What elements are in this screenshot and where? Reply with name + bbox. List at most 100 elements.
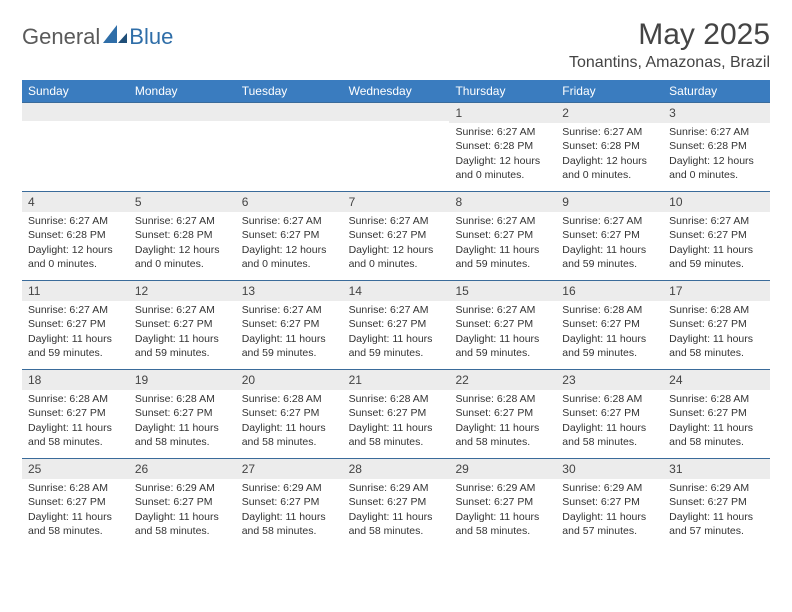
day-number: 19 [129, 370, 236, 390]
sunrise-text: Sunrise: 6:28 AM [242, 392, 337, 406]
calendar-day: 23Sunrise: 6:28 AMSunset: 6:27 PMDayligh… [556, 370, 663, 458]
daylight-text: Daylight: 11 hours and 59 minutes. [669, 243, 764, 271]
calendar-day: 25Sunrise: 6:28 AMSunset: 6:27 PMDayligh… [22, 459, 129, 547]
calendar-day: 7Sunrise: 6:27 AMSunset: 6:27 PMDaylight… [343, 192, 450, 280]
day-number: 18 [22, 370, 129, 390]
sunrise-text: Sunrise: 6:29 AM [669, 481, 764, 495]
location-subtitle: Tonantins, Amazonas, Brazil [569, 54, 770, 72]
calendar-day: 12Sunrise: 6:27 AMSunset: 6:27 PMDayligh… [129, 281, 236, 369]
daylight-text: Daylight: 11 hours and 58 minutes. [242, 510, 337, 538]
sunset-text: Sunset: 6:27 PM [28, 406, 123, 420]
month-title: May 2025 [569, 18, 770, 52]
day-number: 3 [663, 103, 770, 123]
sunset-text: Sunset: 6:27 PM [455, 317, 550, 331]
page-header: General Blue May 2025 Tonantins, Amazona… [22, 18, 770, 72]
sunset-text: Sunset: 6:27 PM [455, 228, 550, 242]
day-content: Sunrise: 6:27 AMSunset: 6:27 PMDaylight:… [343, 212, 450, 275]
day-number: 5 [129, 192, 236, 212]
day-number [343, 103, 450, 121]
day-header: Friday [556, 80, 663, 102]
day-number [236, 103, 343, 121]
sunrise-text: Sunrise: 6:27 AM [242, 303, 337, 317]
calendar-day: 5Sunrise: 6:27 AMSunset: 6:28 PMDaylight… [129, 192, 236, 280]
sunset-text: Sunset: 6:27 PM [349, 406, 444, 420]
sunrise-text: Sunrise: 6:27 AM [455, 125, 550, 139]
day-content: Sunrise: 6:28 AMSunset: 6:27 PMDaylight:… [129, 390, 236, 453]
sunset-text: Sunset: 6:27 PM [562, 228, 657, 242]
day-header: Thursday [449, 80, 556, 102]
calendar-day: 27Sunrise: 6:29 AMSunset: 6:27 PMDayligh… [236, 459, 343, 547]
day-content: Sunrise: 6:29 AMSunset: 6:27 PMDaylight:… [236, 479, 343, 542]
daylight-text: Daylight: 11 hours and 59 minutes. [28, 332, 123, 360]
calendar-week: 25 Sunrise: 6:28 AM Sunset: 6:27 PM Dayligh… [22, 458, 770, 547]
day-number: 22 [449, 370, 556, 390]
day-number: 20 [236, 370, 343, 390]
daylight-text: Daylight: 11 hours and 58 minutes. [242, 421, 337, 449]
daylight-text: Daylight: 12 hours and 0 minutes. [669, 154, 764, 182]
day-content: Sunrise: 6:28 AMSunset: 6:27 PMDaylight:… [663, 390, 770, 453]
day-header: Monday [129, 80, 236, 102]
daylight-text: Daylight: 12 hours and 0 minutes. [455, 154, 550, 182]
calendar-day: 31Sunrise: 6:29 AMSunset: 6:27 PMDayligh… [663, 459, 770, 547]
day-number: 29 [449, 459, 556, 479]
day-number: 23 [556, 370, 663, 390]
sunrise-text: Sunrise: 6:27 AM [28, 214, 123, 228]
daylight-text: Daylight: 12 hours and 0 minutes. [28, 243, 123, 271]
day-number: 16 [556, 281, 663, 301]
calendar-day [129, 103, 236, 191]
sunset-text: Sunset: 6:27 PM [242, 406, 337, 420]
day-content: Sunrise: 6:27 AMSunset: 6:28 PMDaylight:… [449, 123, 556, 186]
day-header: Saturday [663, 80, 770, 102]
sunset-text: Sunset: 6:27 PM [349, 228, 444, 242]
logo-text-general: General [22, 24, 100, 50]
sunset-text: Sunset: 6:27 PM [669, 495, 764, 509]
day-content: Sunrise: 6:27 AMSunset: 6:27 PMDaylight:… [663, 212, 770, 275]
calendar-day [343, 103, 450, 191]
calendar-day: 14Sunrise: 6:27 AMSunset: 6:27 PMDayligh… [343, 281, 450, 369]
calendar-day: 30Sunrise: 6:29 AMSunset: 6:27 PMDayligh… [556, 459, 663, 547]
daylight-text: Daylight: 11 hours and 58 minutes. [669, 421, 764, 449]
calendar-day: 15Sunrise: 6:27 AMSunset: 6:27 PMDayligh… [449, 281, 556, 369]
daylight-text: Daylight: 11 hours and 58 minutes. [669, 332, 764, 360]
day-number: 15 [449, 281, 556, 301]
sunrise-text: Sunrise: 6:27 AM [135, 214, 230, 228]
sunrise-text: Sunrise: 6:28 AM [562, 392, 657, 406]
day-number: 10 [663, 192, 770, 212]
sunset-text: Sunset: 6:27 PM [562, 495, 657, 509]
sunset-text: Sunset: 6:27 PM [28, 317, 123, 331]
day-content: Sunrise: 6:29 AMSunset: 6:27 PMDaylight:… [343, 479, 450, 542]
calendar-day: 18Sunrise: 6:28 AMSunset: 6:27 PMDayligh… [22, 370, 129, 458]
day-content: Sunrise: 6:27 AMSunset: 6:27 PMDaylight:… [343, 301, 450, 364]
sail-icon [103, 25, 127, 43]
day-content: Sunrise: 6:27 AMSunset: 6:27 PMDaylight:… [449, 212, 556, 275]
sunset-text: Sunset: 6:27 PM [562, 406, 657, 420]
day-number: 6 [236, 192, 343, 212]
day-content: Sunrise: 6:27 AMSunset: 6:28 PMDaylight:… [556, 123, 663, 186]
day-number [22, 103, 129, 121]
calendar-header-row: Sunday Monday Tuesday Wednesday Thursday… [22, 80, 770, 102]
sunset-text: Sunset: 6:27 PM [242, 228, 337, 242]
sunset-text: Sunset: 6:27 PM [349, 495, 444, 509]
sunrise-text: Sunrise: 6:27 AM [242, 214, 337, 228]
day-number: 25 [22, 459, 129, 479]
daylight-text: Daylight: 11 hours and 58 minutes. [28, 421, 123, 449]
day-number: 1 [449, 103, 556, 123]
sunrise-text: Sunrise: 6:29 AM [455, 481, 550, 495]
day-content: Sunrise: 6:29 AMSunset: 6:27 PMDaylight:… [129, 479, 236, 542]
daylight-text: Daylight: 11 hours and 58 minutes. [455, 421, 550, 449]
day-content: Sunrise: 6:27 AMSunset: 6:27 PMDaylight:… [449, 301, 556, 364]
sunrise-text: Sunrise: 6:27 AM [562, 125, 657, 139]
sunrise-text: Sunrise: 6:29 AM [562, 481, 657, 495]
sunrise-text: Sunrise: 6:27 AM [669, 214, 764, 228]
day-number: 9 [556, 192, 663, 212]
sunrise-text: Sunrise: 6:28 AM [28, 481, 123, 495]
daylight-text: Daylight: 11 hours and 58 minutes. [28, 510, 123, 538]
calendar-day: 29Sunrise: 6:29 AMSunset: 6:27 PMDayligh… [449, 459, 556, 547]
day-content: Sunrise: 6:27 AMSunset: 6:27 PMDaylight:… [129, 301, 236, 364]
calendar-day: 9Sunrise: 6:27 AMSunset: 6:27 PMDaylight… [556, 192, 663, 280]
sunset-text: Sunset: 6:27 PM [455, 495, 550, 509]
daylight-text: Daylight: 11 hours and 59 minutes. [562, 332, 657, 360]
calendar-day: 8Sunrise: 6:27 AMSunset: 6:27 PMDaylight… [449, 192, 556, 280]
day-content: Sunrise: 6:27 AMSunset: 6:28 PMDaylight:… [22, 212, 129, 275]
day-content: Sunrise: 6:27 AMSunset: 6:27 PMDaylight:… [236, 212, 343, 275]
